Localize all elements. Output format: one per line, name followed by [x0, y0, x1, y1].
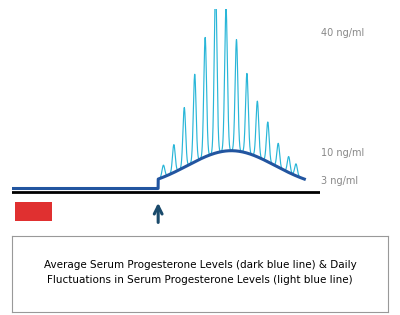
Text: Average Serum Progesterone Levels (dark blue line) & Daily
Fluctuations in Serum: Average Serum Progesterone Levels (dark … [44, 260, 356, 285]
Text: Menses: Menses [12, 238, 54, 248]
Text: 3 ng/ml: 3 ng/ml [321, 175, 358, 186]
Text: 10 ng/ml: 10 ng/ml [321, 148, 364, 158]
Text: 40 ng/ml: 40 ng/ml [321, 28, 364, 38]
Text: Ovulation: Ovulation [131, 238, 185, 248]
Bar [15, 202, 52, 220]
